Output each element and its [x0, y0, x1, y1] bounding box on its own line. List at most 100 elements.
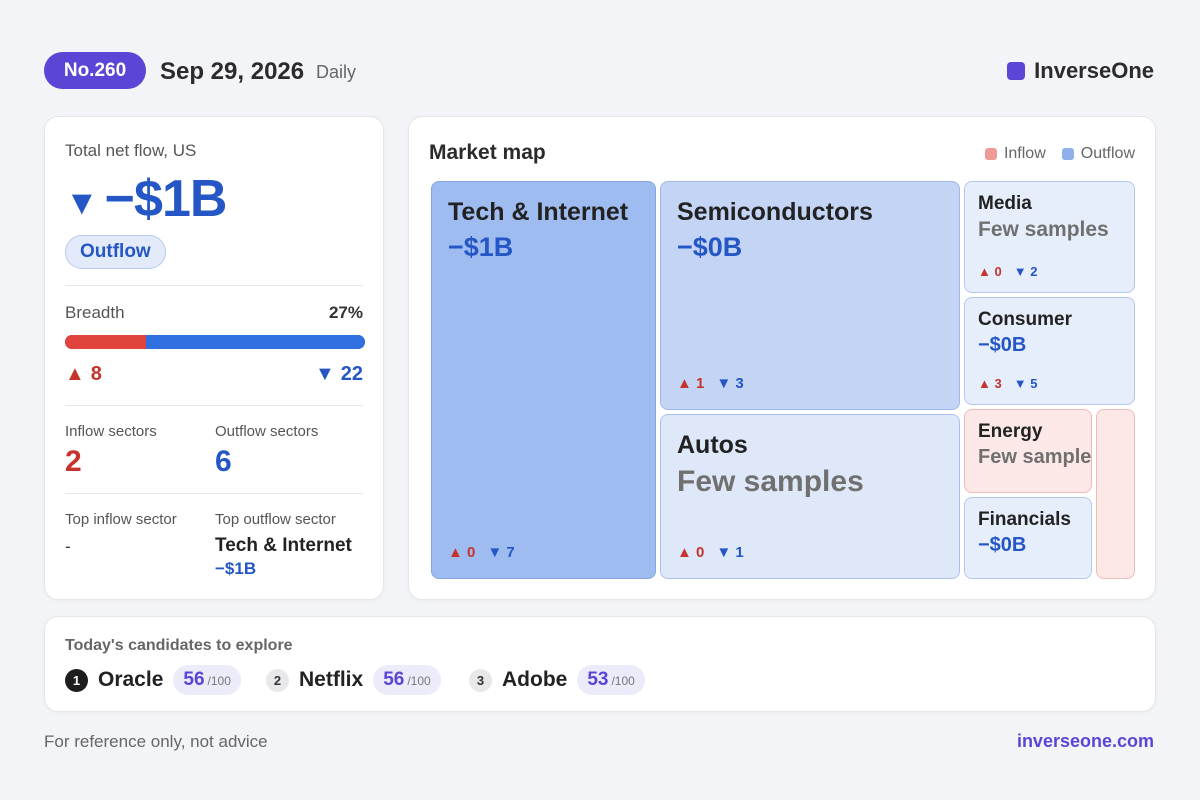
breadth-bar-inflow [65, 335, 146, 349]
breadth-percent: 27% [328, 303, 363, 322]
sector-tile-energy[interactable]: Energy Few samples [964, 409, 1092, 493]
candidates-title: Today's candidates to explore [65, 637, 293, 654]
rank-badge: 1 [65, 668, 88, 692]
score-max: /100 [407, 674, 431, 688]
sector-up-count: ▲ 0 [677, 544, 705, 561]
flow-direction-badge: Outflow [65, 235, 166, 269]
legend-outflow: Outflow [1061, 145, 1135, 163]
candidate-name: Oracle [98, 668, 164, 691]
sector-down-count: ▼ 1 [716, 544, 744, 561]
top-outflow-value: −$1B [215, 559, 257, 578]
legend-inflow: Inflow [984, 145, 1046, 163]
top-inflow-value: - [65, 537, 71, 556]
brand-name: InverseOne [1034, 58, 1154, 83]
sector-counts: ▲ 0 ▼ 1 [677, 544, 744, 561]
score-value: 56 [183, 669, 205, 690]
sector-counts: ▲ 1 ▼ 3 [677, 375, 744, 392]
divider [65, 285, 363, 286]
inflow-swatch-icon [984, 148, 997, 160]
outflow-sectors-label: Outflow sectors [215, 423, 319, 440]
sector-tile-inflow-unlabeled[interactable] [1096, 409, 1135, 579]
decliners-number: 22 [340, 363, 363, 385]
candidate-score: 56 /100 [173, 665, 241, 695]
sector-tile-semiconductors[interactable]: Semiconductors −$0B ▲ 1 ▼ 3 [660, 181, 960, 410]
breadth-bar [65, 335, 365, 349]
score-value: 56 [383, 669, 405, 690]
decliners-count: ▼ 22 [315, 363, 363, 386]
breadth-bar-outflow [146, 335, 365, 349]
sector-tile-media[interactable]: Media Few samples ▲ 0 ▼ 2 [964, 181, 1135, 293]
sector-down-count: ▼ 7 [487, 544, 515, 561]
down-arrow-icon: ▼ [314, 363, 335, 385]
sector-name: Tech & Internet [448, 198, 629, 226]
sector-up-count: ▲ 1 [677, 375, 705, 392]
top-inflow-label: Top inflow sector [65, 511, 177, 528]
net-flow-amount: −$1B [104, 170, 228, 228]
disclaimer: For reference only, not advice [44, 732, 268, 751]
sector-name: Semiconductors [677, 198, 873, 226]
outflow-swatch-icon [1061, 148, 1074, 160]
sector-down-count: ▼ 3 [716, 375, 744, 392]
score-max: /100 [611, 674, 635, 688]
sector-tile-financials[interactable]: Financials −$0B [964, 497, 1092, 579]
up-arrow-icon: ▲ [65, 363, 85, 385]
sector-value: −$0B [978, 534, 1027, 556]
legend-outflow-label: Outflow [1080, 145, 1135, 162]
candidate-score: 56 /100 [373, 665, 441, 695]
report-date: Sep 29, 2026 [160, 58, 305, 85]
score-max: /100 [207, 674, 231, 688]
market-map-legend: Inflow Outflow [984, 145, 1135, 163]
issue-number-badge: No.260 [44, 52, 146, 89]
sector-name: Financials [978, 509, 1071, 530]
report-frequency: Daily [316, 62, 357, 82]
sector-tile-consumer[interactable]: Consumer −$0B ▲ 3 ▼ 5 [964, 297, 1135, 405]
brand-logo-icon [1007, 62, 1026, 80]
score-value: 53 [587, 669, 609, 690]
sector-name: Autos [677, 431, 748, 459]
sector-counts: ▲ 3 ▼ 5 [978, 376, 1037, 391]
net-flow-value: ▼ −$1B [65, 169, 228, 229]
sector-tile-autos[interactable]: Autos Few samples ▲ 0 ▼ 1 [660, 414, 960, 579]
outflow-sectors-count: 6 [215, 445, 232, 478]
legend-inflow-label: Inflow [1003, 145, 1046, 162]
sector-down-count: ▼ 5 [1013, 376, 1038, 391]
down-arrow-icon: ▼ [65, 184, 99, 222]
candidate-item[interactable]: 1 Oracle 56 /100 [65, 665, 241, 695]
brand: InverseOne [1007, 58, 1154, 84]
candidate-item[interactable]: 2 Netflix 56 /100 [266, 665, 441, 695]
market-map-title: Market map [429, 141, 546, 164]
net-flow-summary-card: Total net flow, US ▼ −$1B Outflow Breadt… [44, 116, 384, 600]
sector-up-count: ▲ 3 [978, 376, 1002, 391]
sector-name: Consumer [978, 309, 1072, 330]
breadth-label: Breadth [65, 303, 125, 322]
sector-value: Few samples [677, 465, 864, 498]
candidates-card: Today's candidates to explore 1 Oracle 5… [44, 616, 1156, 712]
advancers-number: 8 [90, 363, 102, 385]
divider [65, 405, 363, 406]
advancers-count: ▲ 8 [65, 363, 102, 386]
inflow-sectors-count: 2 [65, 445, 82, 478]
sector-value: Few samples [978, 446, 1092, 468]
market-map-card: Market map Inflow Outflow Tech & Interne… [408, 116, 1156, 600]
sector-up-count: ▲ 0 [978, 264, 1002, 279]
sector-name: Energy [978, 421, 1043, 442]
top-outflow-sector: Tech & Internet [215, 535, 352, 556]
sector-tile-tech-internet[interactable]: Tech & Internet −$1B ▲ 0 ▼ 7 [431, 181, 656, 579]
sector-value: Few samples [978, 218, 1109, 241]
candidate-item[interactable]: 3 Adobe 53 /100 [469, 665, 645, 695]
rank-badge: 3 [469, 668, 492, 692]
website-link[interactable]: inverseone.com [1016, 731, 1154, 751]
top-outflow-label: Top outflow sector [215, 511, 336, 528]
sector-up-count: ▲ 0 [448, 544, 476, 561]
sector-value: −$0B [677, 232, 743, 262]
rank-badge: 2 [266, 668, 289, 692]
sector-down-count: ▼ 2 [1013, 264, 1038, 279]
candidate-name: Adobe [502, 668, 568, 691]
sector-value: −$0B [978, 334, 1027, 356]
inflow-sectors-label: Inflow sectors [65, 423, 157, 440]
net-flow-label: Total net flow, US [65, 141, 197, 160]
sector-counts: ▲ 0 ▼ 2 [978, 264, 1037, 279]
sector-name: Media [978, 193, 1032, 214]
candidate-name: Netflix [299, 668, 364, 691]
sector-value: −$1B [448, 232, 514, 262]
